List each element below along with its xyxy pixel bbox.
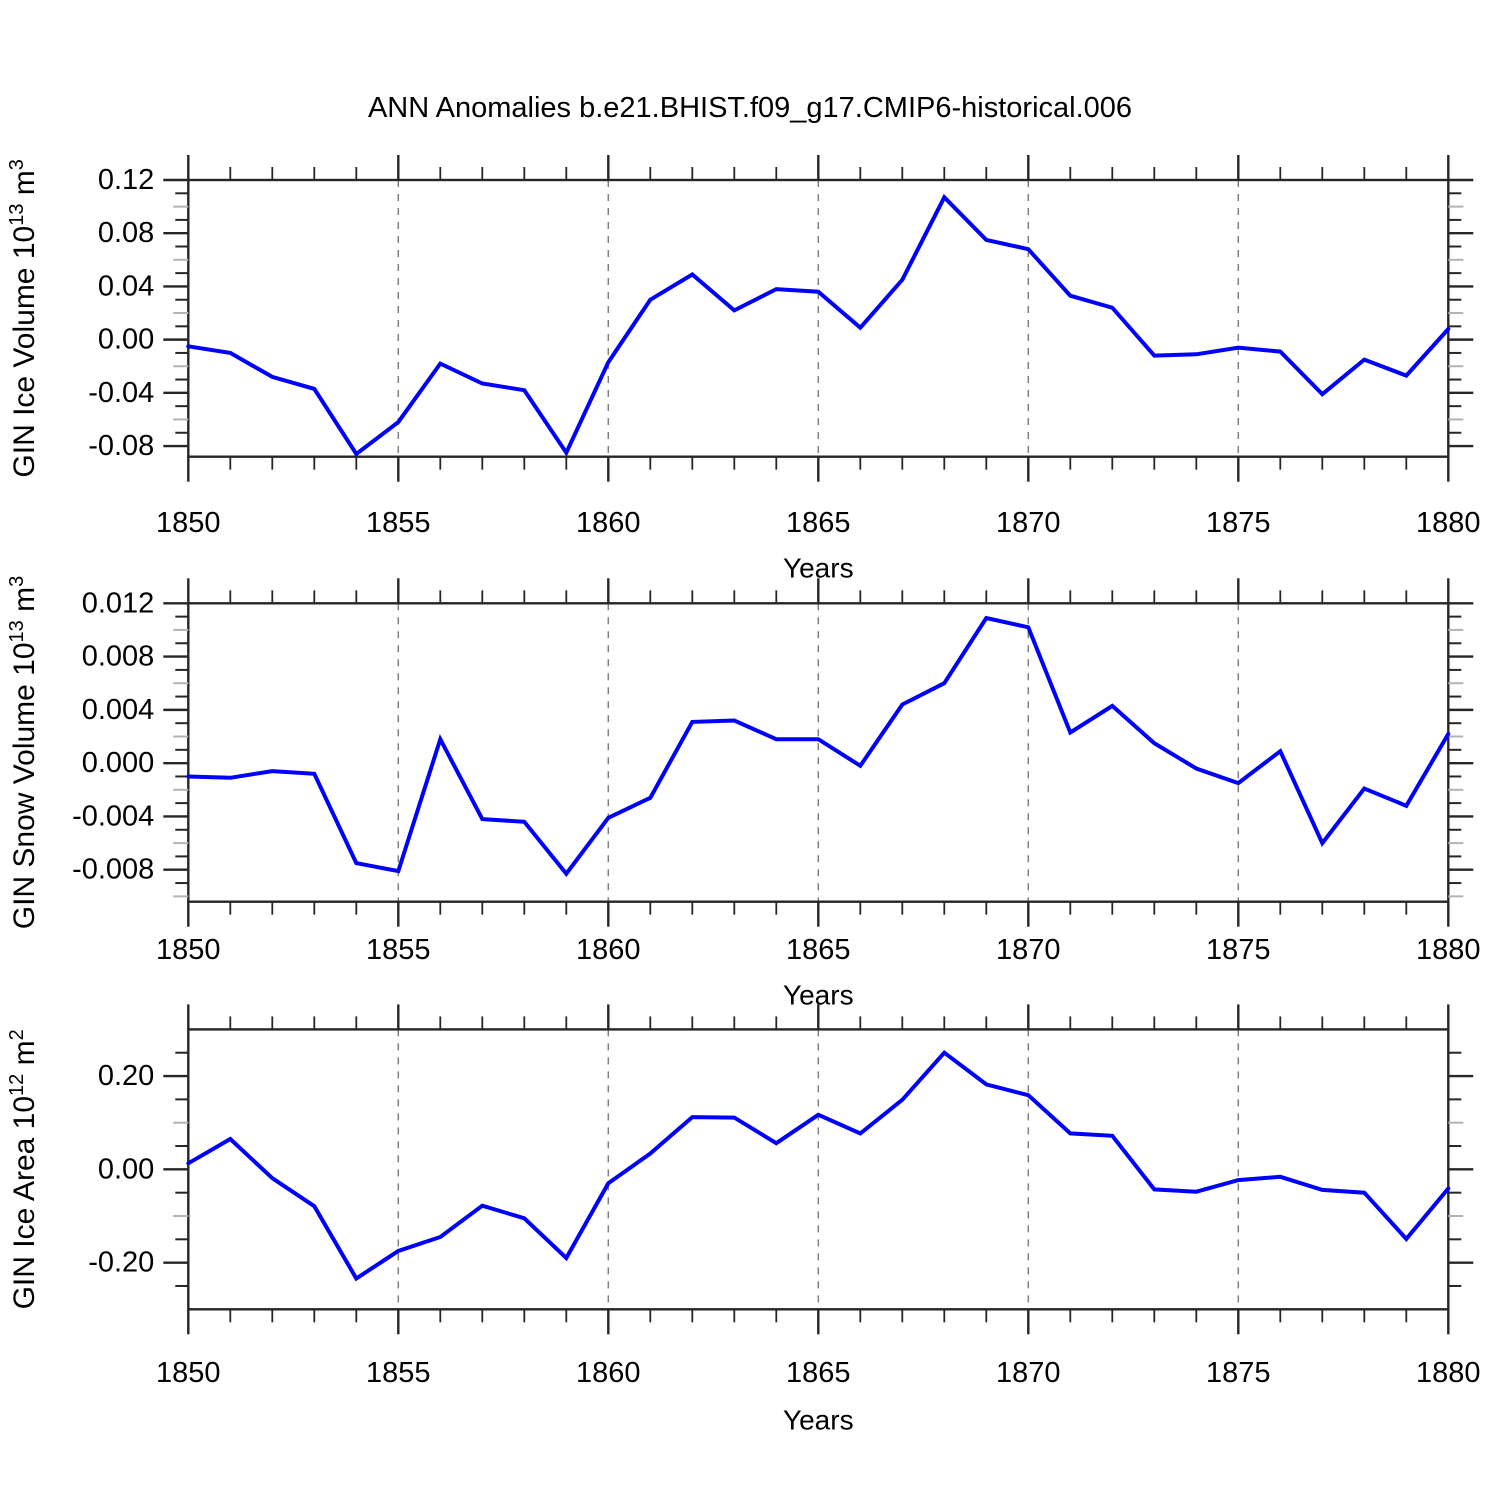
- series-line-gin-ice-area: [186, 1049, 1451, 1282]
- y-tick-label: -0.04: [88, 377, 154, 409]
- x-tick-label: 1865: [786, 1357, 851, 1389]
- x-tick-label: 1855: [366, 934, 431, 966]
- x-tick-label: 1870: [996, 934, 1061, 966]
- y-tick-label: -0.008: [72, 854, 154, 886]
- series-line-gin-snow-volume: [186, 615, 1451, 877]
- y-tick-label: 0.00: [98, 324, 154, 356]
- y-tick-label: 0.008: [82, 641, 155, 673]
- x-tick-label: 1875: [1206, 934, 1271, 966]
- x-tick-label: 1850: [156, 934, 221, 966]
- x-tick-label: 1860: [576, 934, 641, 966]
- y-axis-title: GIN Ice Area 1012 m2: [6, 1029, 41, 1309]
- y-axis-title: GIN Ice Volume 1013 m3: [6, 159, 41, 478]
- y-tick-label: 0.12: [98, 164, 154, 196]
- x-tick-label: 1865: [786, 934, 851, 966]
- y-tick-label: 0.00: [98, 1153, 154, 1185]
- y-tick-label: 0.004: [82, 694, 155, 726]
- x-tick-label: 1855: [366, 507, 431, 539]
- panel-border: [187, 1028, 1450, 1311]
- y-tick-label: -0.004: [72, 800, 154, 832]
- x-tick-label: 1860: [576, 507, 641, 539]
- x-tick-label: 1875: [1206, 507, 1271, 539]
- y-tick-label: 0.000: [82, 747, 155, 779]
- x-tick-label: 1880: [1416, 934, 1481, 966]
- y-tick-label: 0.012: [82, 587, 155, 619]
- y-axis-title: GIN Snow Volume 1013 m3: [6, 576, 41, 930]
- x-tick-label: 1850: [156, 507, 221, 539]
- x-tick-label: 1860: [576, 1357, 641, 1389]
- y-tick-label: -0.08: [88, 430, 154, 462]
- x-tick-label: 1880: [1416, 1357, 1481, 1389]
- panel-gin-snow-volume: -0.008 -0.004 0.000 0.004 0.008 0.012 1850 1855…: [6, 576, 1481, 1011]
- x-tick-label: 1875: [1206, 1357, 1271, 1389]
- x-tick-label: 1855: [366, 1357, 431, 1389]
- panel-border: [187, 178, 1450, 458]
- x-tick-label: 1870: [996, 1357, 1061, 1389]
- x-axis-title: Years: [783, 1405, 854, 1436]
- panel-gin-ice-area: -0.20 0.00 0.20 1850 1855 1860 1865 1870 1875 188…: [6, 1004, 1481, 1436]
- panel-gin-ice-volume: -0.08 -0.04 0.00 0.04 0.08 0.12 1850 1855 1860 18…: [6, 155, 1481, 584]
- y-tick-label: -0.20: [88, 1247, 154, 1279]
- series-line-gin-ice-volume: [186, 193, 1451, 457]
- chart-title: ANN Anomalies b.e21.BHIST.f09_g17.CMIP6-…: [367, 92, 1133, 124]
- y-tick-label: 0.20: [98, 1060, 154, 1092]
- x-tick-label: 1880: [1416, 507, 1481, 539]
- y-tick-label: 0.04: [98, 270, 154, 302]
- x-tick-label: 1865: [786, 507, 851, 539]
- x-tick-label: 1870: [996, 507, 1061, 539]
- x-tick-label: 1850: [156, 1357, 221, 1389]
- y-tick-label: 0.08: [98, 217, 154, 249]
